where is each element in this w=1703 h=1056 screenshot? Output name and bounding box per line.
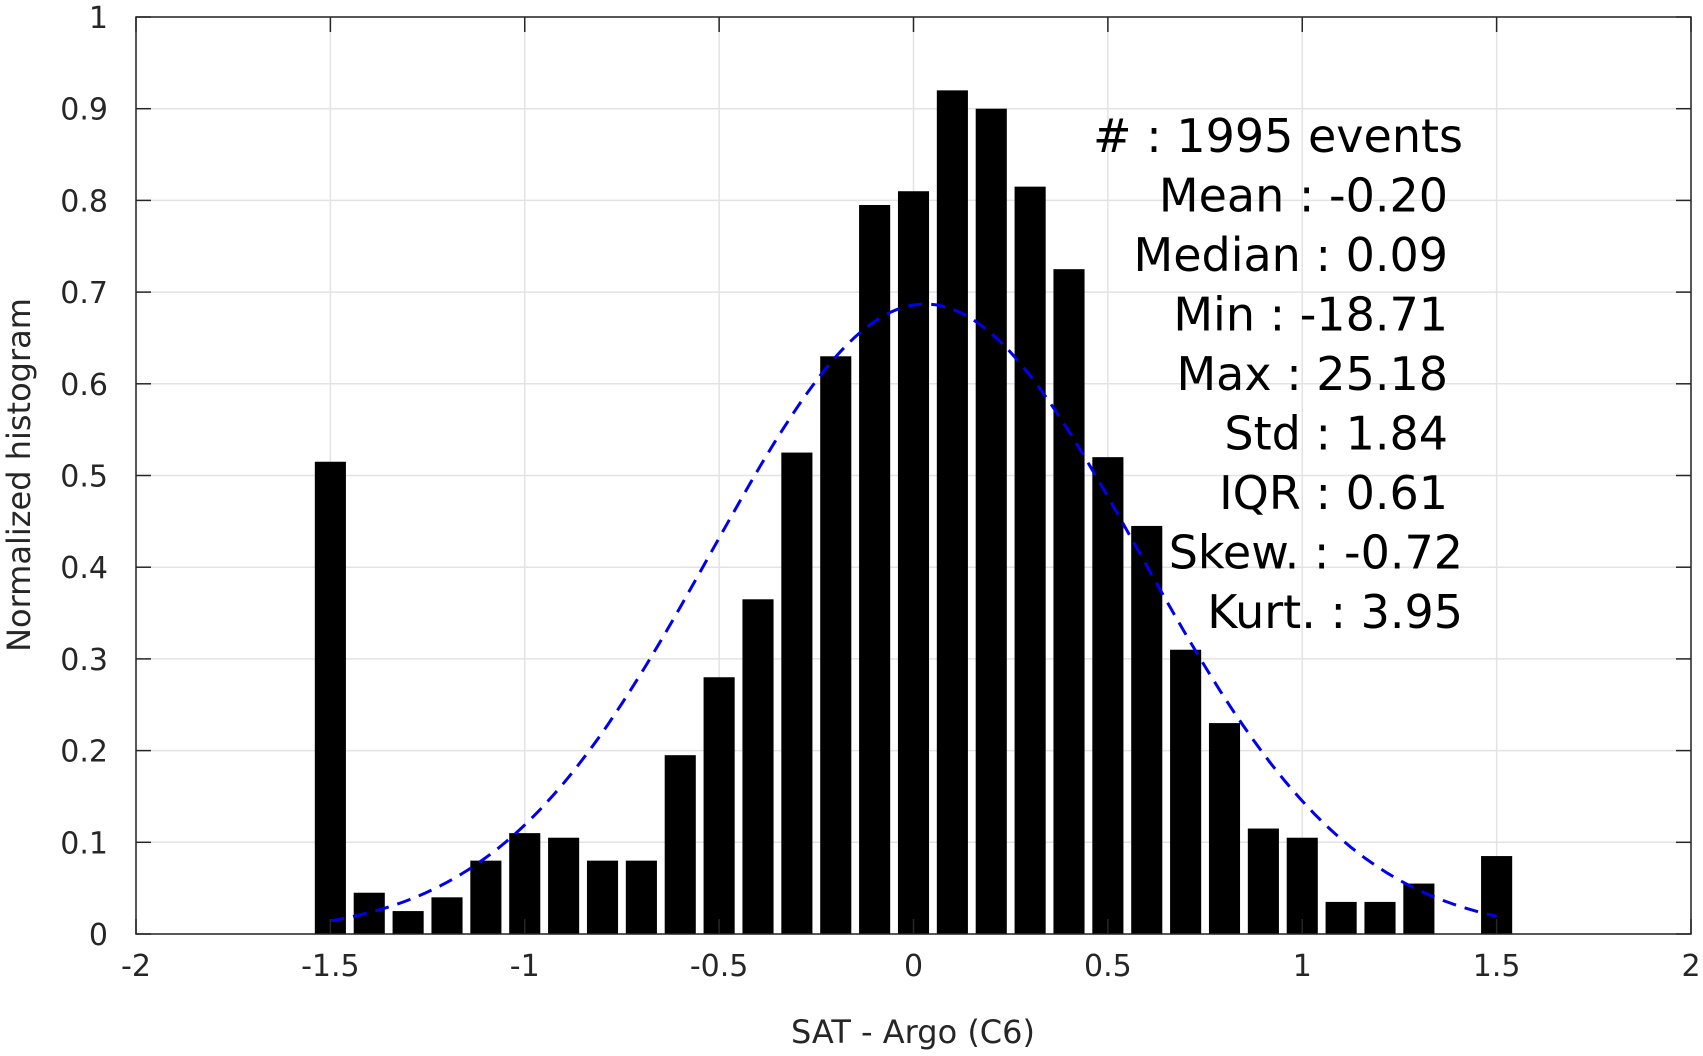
histogram-bar [1092,457,1124,934]
histogram-bar [548,837,580,934]
histogram-bar [975,108,1007,934]
histogram-bar [509,833,541,934]
fit-curve [330,302,1497,923]
x-tick-label: -1 [510,949,540,984]
histogram-bar [1247,828,1279,934]
stat-line: Min : -18.71 [1173,288,1448,342]
stat-line: Max : 25.18 [1176,347,1448,401]
stat-line: # : 1995 events [1093,109,1463,163]
stat-line: Std : 1.84 [1224,407,1448,461]
histogram-bar [392,911,424,934]
histogram-bar [1364,901,1396,934]
y-tick-labels: 0 0.1 0.2 0.3 0.4 0.5 0.6 0.7 0.8 0.9 1 [60,1,108,953]
x-tick-labels: -2 -1.5 -1 -0.5 0 0.5 1 1.5 2 [121,949,1701,984]
histogram-bar [431,897,463,934]
x-tick-label: -0.5 [690,949,749,984]
histogram-bar [586,860,619,934]
axis-ticks [135,16,1692,935]
histogram-bar [781,452,813,934]
histogram-bar [353,892,385,934]
y-tick-label: 0.6 [60,368,108,403]
histogram-bar [936,90,968,935]
y-tick-label: 0.2 [60,735,108,770]
stat-line: Median : 0.09 [1134,228,1448,282]
x-tick-label: 1.5 [1473,949,1521,984]
histogram-bar [314,461,346,934]
x-tick-label: 0.5 [1084,949,1132,984]
histogram-bars [314,90,1513,935]
y-tick-label: 1 [89,1,108,36]
histogram-bar [1053,269,1085,934]
x-tick-label: 2 [1681,949,1700,984]
x-tick-label: -2 [121,949,151,984]
histogram-bar [859,204,891,935]
x-axis-label: SAT - Argo (C6) [791,1013,1035,1051]
x-tick-label: -1.5 [301,949,360,984]
histogram-bar [1286,837,1318,934]
histogram-bar [1170,649,1202,934]
histogram-bar [820,356,852,934]
x-tick-label: 0 [904,949,923,984]
stat-line: Skew. : -0.72 [1169,526,1463,580]
histogram-bar [1403,883,1435,934]
y-tick-label: 0.9 [60,93,108,128]
histogram-bar [703,677,735,934]
histogram-bar [664,755,696,934]
y-tick-label: 0.1 [60,826,108,861]
histogram-bar [1208,723,1241,934]
histogram-bar [470,860,502,934]
y-axis-label: Normalized histogram [0,298,38,652]
y-tick-label: 0.7 [60,276,108,311]
x-tick-label: 1 [1293,949,1312,984]
y-tick-label: 0.5 [60,460,108,495]
histogram-bar [742,599,774,934]
histogram-bar [625,860,657,934]
stat-line: Mean : -0.20 [1159,169,1448,223]
histogram-bar [1014,186,1046,934]
histogram-bar [1325,901,1357,934]
stat-line: IQR : 0.61 [1219,466,1448,520]
histogram-bar [1131,525,1163,934]
y-tick-label: 0.3 [60,643,108,678]
histogram-bar [897,191,930,935]
y-tick-label: 0.4 [60,551,108,586]
y-tick-label: 0 [89,918,108,953]
stat-line: Kurt. : 3.95 [1207,585,1463,639]
y-tick-label: 0.8 [60,184,108,219]
